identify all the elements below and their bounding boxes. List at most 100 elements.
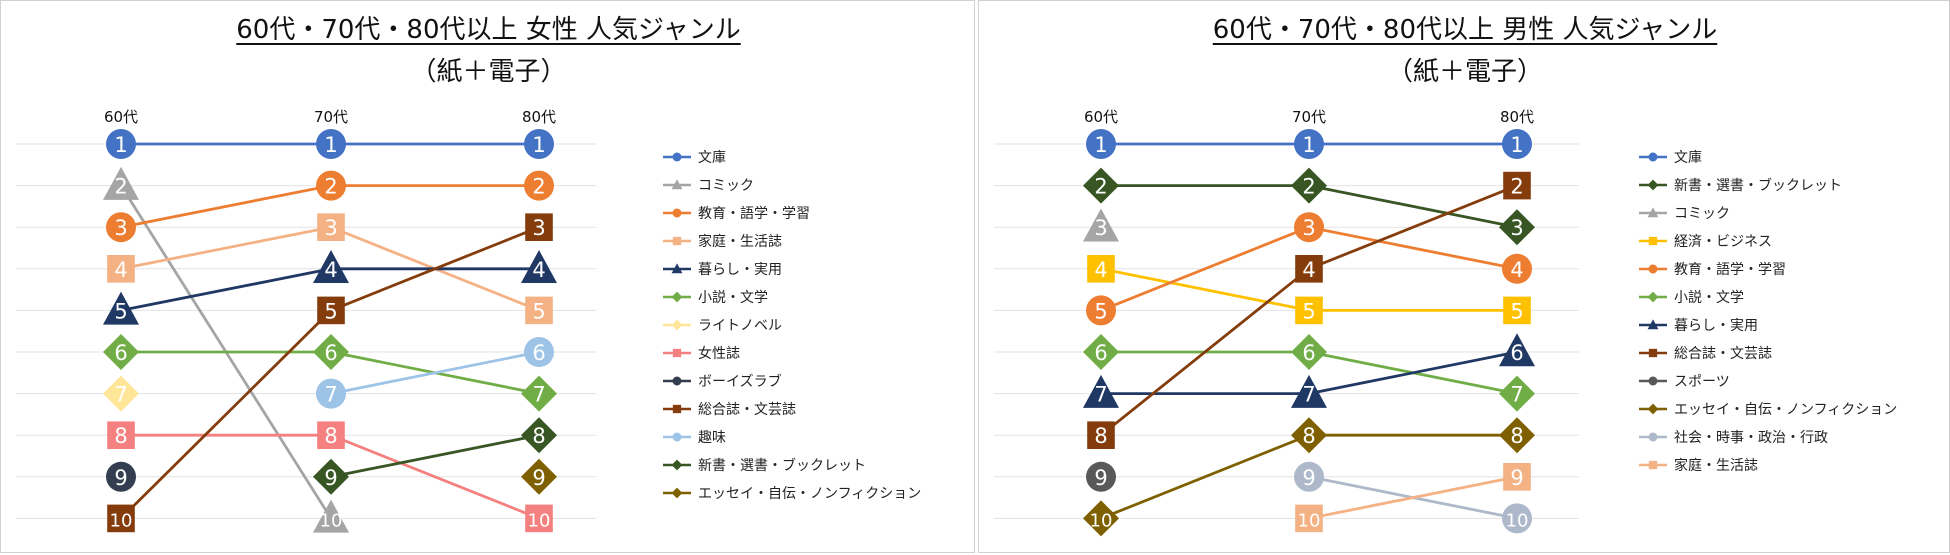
rank-label: 1: [324, 133, 337, 157]
rank-marker: [1499, 209, 1535, 246]
legend-label: コミック: [698, 178, 754, 194]
rank-label: 3: [114, 216, 127, 240]
rank-label: 4: [114, 258, 127, 282]
rank-marker: [524, 337, 554, 367]
rank-marker: [317, 213, 345, 241]
rank-marker: [1083, 500, 1119, 537]
category-label: 80代: [522, 108, 556, 126]
legend-marker: [1647, 207, 1659, 218]
legend-marker: [672, 432, 682, 442]
rank-marker: [313, 334, 349, 370]
legend-marker: [1647, 319, 1659, 330]
legend-marker: [1648, 264, 1658, 274]
rank-label: 7: [114, 383, 127, 407]
rank-label: 10: [1506, 510, 1529, 531]
rank-label: 9: [1094, 466, 1107, 490]
rank-label: 7: [1094, 383, 1107, 407]
legend-label: 家庭・生活誌: [1674, 457, 1758, 474]
rank-marker: [1499, 333, 1535, 367]
legend-label: 趣味: [698, 430, 726, 446]
series-line: [119, 225, 333, 271]
rank-label: 6: [1094, 341, 1107, 365]
legend-label: 教育・語学・学習: [698, 206, 810, 222]
rank-marker: [316, 129, 346, 159]
rank-label: 8: [1302, 424, 1315, 448]
category-label: 70代: [1292, 108, 1326, 126]
rank-marker: [103, 375, 139, 412]
chart-subtitle-female: （紙＋電子）: [410, 57, 567, 87]
rank-label: 2: [114, 175, 127, 199]
legend-marker: [1648, 348, 1658, 358]
rank-label: 10: [320, 510, 343, 531]
rank-marker: [1087, 255, 1115, 283]
rank-marker: [1291, 167, 1327, 204]
series-line: [1099, 267, 1311, 312]
rank-marker: [1295, 296, 1323, 325]
legend-label: 女性誌: [698, 345, 740, 362]
gridlines: [994, 143, 1579, 519]
rank-marker: [1083, 374, 1119, 408]
series-line: [119, 267, 333, 312]
legend-label: コミック: [1674, 206, 1730, 222]
series-line: [1307, 475, 1519, 520]
rank-marker: [521, 458, 557, 495]
legend-label: 教育・語学・学習: [1674, 262, 1786, 278]
chart-title-male-main: 60代・70代・80代以上 男性 人気ジャンル: [1212, 15, 1718, 45]
rank-marker: [106, 129, 136, 159]
series-line: [1099, 433, 1311, 520]
rank-marker: [1295, 255, 1323, 283]
rank-label: 9: [324, 466, 337, 490]
rank-label: 6: [114, 341, 127, 365]
series-line: [1307, 350, 1519, 396]
legend-label: 小説・文学: [698, 290, 768, 306]
rank-marker: [1499, 375, 1535, 412]
rank-label: 2: [1510, 175, 1523, 199]
rank-marker: [524, 170, 554, 201]
rank-marker: [107, 421, 135, 449]
rank-label: 5: [532, 299, 545, 323]
rank-marker: [1503, 463, 1531, 491]
rank-label: 6: [1302, 341, 1315, 365]
rank-label: 5: [1094, 299, 1107, 323]
rank-marker: [525, 213, 553, 241]
legend-label: 暮らし・実用: [1674, 318, 1758, 334]
rank-marker: [1503, 171, 1531, 200]
rank-label: 8: [1094, 424, 1107, 448]
rank-marker: [521, 375, 557, 412]
rank-marker: [521, 417, 557, 454]
rank-marker: [1291, 334, 1327, 370]
rank-label: 3: [1094, 216, 1107, 240]
rank-chart-female: 60代 70代 80代 1 1 1 2 10 3 2 2 4 3 5 5 4 4 6 6 7 7 8 8 10 9 10 5 3 7 6 9…: [16, 108, 921, 533]
rank-label: 7: [1302, 383, 1315, 407]
rank-label: 8: [114, 424, 127, 448]
rank-marker: [1083, 334, 1119, 370]
rank-marker: [1083, 208, 1119, 242]
rank-marker: [525, 296, 553, 325]
rank-label: 3: [1510, 216, 1523, 240]
rank-marker: [1502, 129, 1532, 159]
rank-label: 4: [324, 258, 337, 282]
rank-label: 1: [114, 133, 127, 157]
rank-marker: [1086, 129, 1116, 159]
rank-marker: [1502, 503, 1532, 534]
series-markers: 1 1 1 2 2 3 3 4 5 5 5 3 4 6 6 7 7 7 6 8 4 2 9 10 8 8 9 10 10 9: [1083, 129, 1535, 537]
legend-marker: [1648, 460, 1658, 470]
rank-label: 5: [114, 299, 127, 323]
legend: 文庫コミック教育・語学・学習家庭・生活誌暮らし・実用小説・文学ライトノベル女性誌…: [663, 149, 921, 502]
category-label: 80代: [1500, 108, 1534, 126]
series-line: [329, 225, 541, 312]
rank-label: 7: [532, 383, 545, 407]
rank-marker: [313, 499, 349, 533]
legend-marker: [672, 404, 682, 414]
legend-marker: [1648, 376, 1658, 386]
rank-marker: [316, 378, 346, 409]
legend-marker: [671, 179, 683, 190]
series-lines: [1099, 142, 1519, 520]
rank-label: 4: [1510, 258, 1523, 282]
gridlines: [16, 143, 596, 519]
series-markers: 1 1 1 2 10 3 2 2 4 3 5 5 4 4 6 6 7 7 8 8 10 9 10 5 3 7 6 9 8 9: [103, 129, 557, 533]
legend-label: ライトノベル: [698, 318, 782, 334]
legend-marker: [672, 208, 682, 218]
rank-label: 5: [324, 299, 337, 323]
legend-marker: [671, 487, 683, 499]
